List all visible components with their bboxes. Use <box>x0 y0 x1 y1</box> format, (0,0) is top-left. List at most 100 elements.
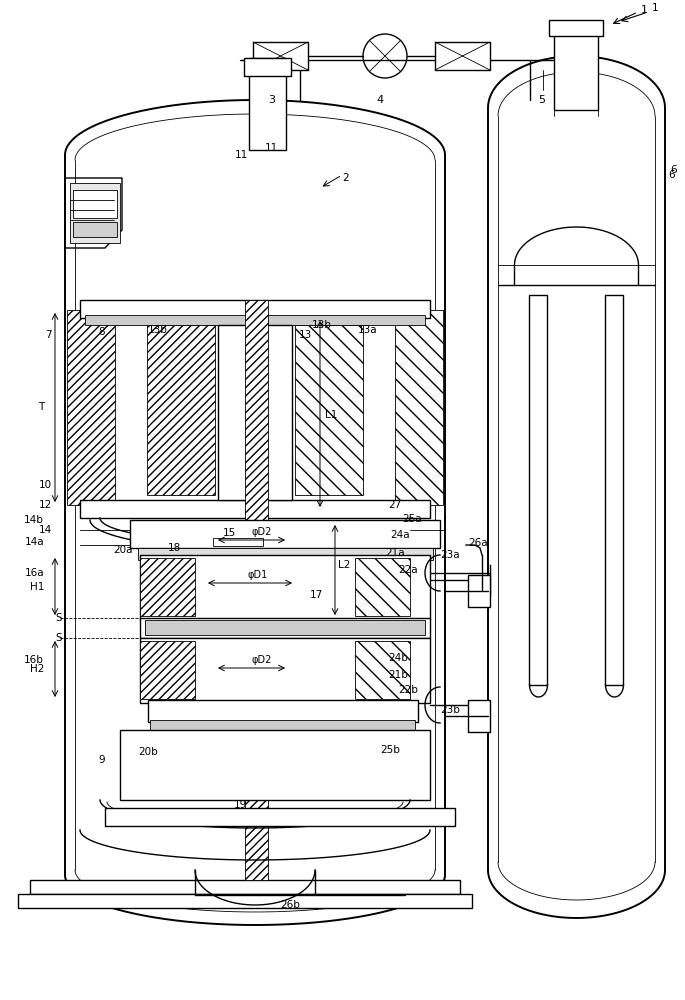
Bar <box>355 641 410 699</box>
Bar <box>105 808 455 826</box>
Text: 11: 11 <box>235 150 248 160</box>
Text: 13b: 13b <box>312 320 332 330</box>
Bar <box>140 638 430 703</box>
Text: 27: 27 <box>388 500 401 510</box>
Text: H2: H2 <box>29 664 44 674</box>
Bar <box>85 315 425 325</box>
Text: 14b: 14b <box>24 515 44 525</box>
Bar <box>130 520 440 548</box>
Text: L2: L2 <box>338 560 350 570</box>
Text: 23a: 23a <box>440 550 460 560</box>
Bar <box>18 894 472 908</box>
Text: 20b: 20b <box>138 747 158 757</box>
Text: 2: 2 <box>342 173 349 183</box>
Text: 4: 4 <box>376 95 383 105</box>
Bar <box>73 222 117 237</box>
Text: 24a: 24a <box>390 530 410 540</box>
Bar <box>253 42 308 70</box>
Bar <box>140 555 430 620</box>
Bar <box>218 325 292 500</box>
Bar <box>70 183 120 243</box>
Circle shape <box>158 696 166 704</box>
Bar <box>435 42 490 70</box>
Text: 22a: 22a <box>398 565 418 575</box>
Bar <box>468 700 490 732</box>
Text: S: S <box>55 633 62 643</box>
Bar <box>468 575 490 607</box>
Bar <box>395 310 443 505</box>
Circle shape <box>158 554 166 562</box>
Text: 11: 11 <box>264 143 277 153</box>
Text: 26b: 26b <box>280 900 300 910</box>
Polygon shape <box>65 178 122 248</box>
Bar <box>148 700 418 722</box>
Text: 14: 14 <box>39 525 52 535</box>
Text: 23b: 23b <box>440 705 460 715</box>
Text: 18: 18 <box>168 543 182 553</box>
Bar <box>73 190 117 218</box>
Text: 16b: 16b <box>24 655 44 665</box>
Bar <box>145 620 425 635</box>
Text: H1: H1 <box>29 582 44 592</box>
Circle shape <box>404 696 412 704</box>
Text: 13: 13 <box>299 330 312 340</box>
Text: 13a: 13a <box>358 325 377 335</box>
Bar <box>244 58 291 76</box>
Bar <box>245 680 268 880</box>
Bar <box>67 310 115 505</box>
Bar <box>245 300 268 680</box>
Bar <box>140 641 195 699</box>
Text: 21b: 21b <box>388 670 408 680</box>
Bar <box>150 720 415 732</box>
Text: 24b: 24b <box>388 653 408 663</box>
Text: 22b: 22b <box>398 685 418 695</box>
Text: φD2: φD2 <box>252 527 273 537</box>
Text: 20a: 20a <box>113 545 132 555</box>
Bar <box>140 558 195 616</box>
Bar <box>213 538 263 546</box>
Text: 17: 17 <box>310 590 323 600</box>
Text: 8: 8 <box>99 327 105 337</box>
Text: 1: 1 <box>652 3 658 13</box>
Text: 25a: 25a <box>402 514 422 524</box>
Bar <box>554 25 599 110</box>
Text: 6: 6 <box>668 170 675 180</box>
Circle shape <box>404 554 412 562</box>
Text: 13b: 13b <box>148 325 168 335</box>
Bar <box>355 558 410 616</box>
Text: 3: 3 <box>268 95 275 105</box>
Bar <box>295 325 363 495</box>
Text: 21a: 21a <box>385 548 405 558</box>
Bar <box>147 325 215 495</box>
Bar <box>138 548 433 560</box>
Text: φD2: φD2 <box>252 655 273 665</box>
Text: 10: 10 <box>39 480 52 490</box>
Text: 5: 5 <box>538 95 545 105</box>
Text: 12: 12 <box>39 500 52 510</box>
Text: S: S <box>55 613 62 623</box>
Text: 19: 19 <box>234 800 247 810</box>
Text: 15: 15 <box>223 528 236 538</box>
Text: 16a: 16a <box>25 568 44 578</box>
Bar <box>140 618 430 638</box>
Text: 1: 1 <box>641 5 648 15</box>
Bar <box>530 295 547 685</box>
Text: 26a: 26a <box>468 538 488 548</box>
Text: L1: L1 <box>325 410 338 420</box>
Bar <box>120 730 430 800</box>
Text: 14a: 14a <box>25 537 44 547</box>
Text: 25b: 25b <box>380 745 400 755</box>
Text: T: T <box>38 402 44 412</box>
Bar <box>80 500 430 518</box>
Bar <box>549 20 603 36</box>
Text: φD1: φD1 <box>248 570 269 580</box>
Circle shape <box>158 628 166 636</box>
Circle shape <box>158 554 166 562</box>
Bar <box>30 880 460 894</box>
Text: 6: 6 <box>670 165 677 175</box>
Bar <box>249 58 286 150</box>
Bar <box>80 300 430 318</box>
Bar <box>606 295 623 685</box>
Text: 7: 7 <box>45 330 52 340</box>
Text: 9: 9 <box>99 755 105 765</box>
